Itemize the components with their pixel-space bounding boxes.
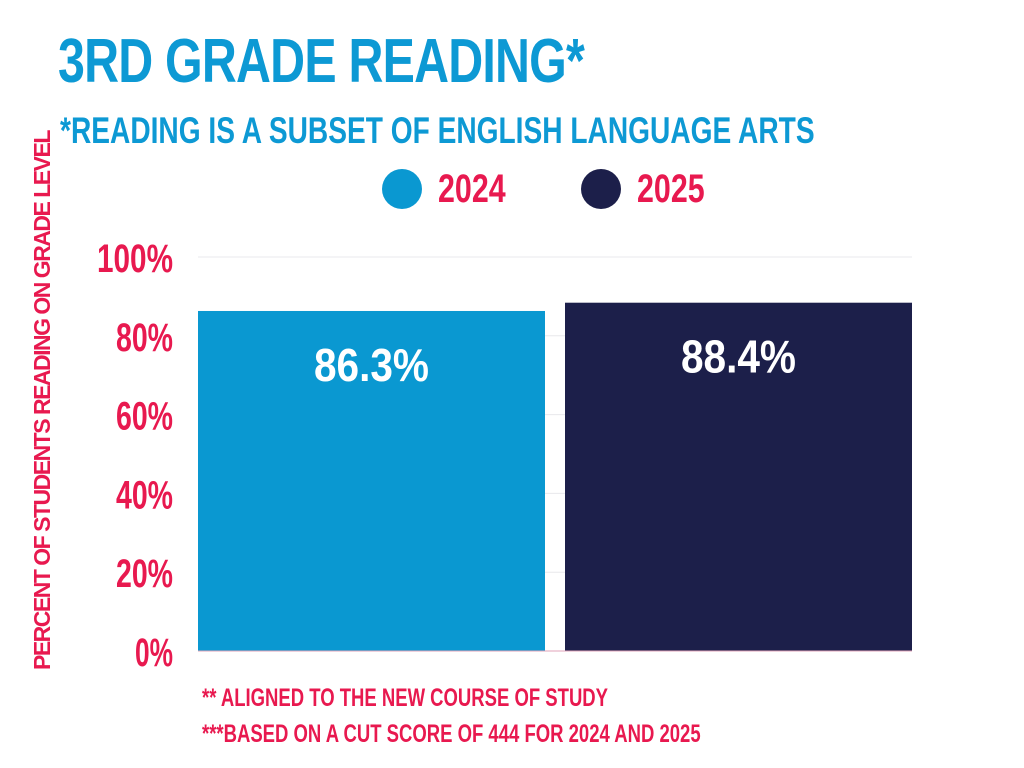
- y-tick-label-0: 0%: [135, 631, 173, 675]
- legend-label-2024: 2024: [438, 167, 506, 211]
- bar-2025: [565, 302, 912, 651]
- chart-subtitle: *READING IS A SUBSET OF ENGLISH LANGUAGE…: [60, 110, 815, 151]
- y-tick-label-20: 20%: [116, 552, 173, 596]
- y-tick-label-80: 80%: [116, 316, 173, 360]
- footnote-1: ** ALIGNED TO THE NEW COURSE OF STUDY: [202, 684, 609, 712]
- y-tick-label-100: 100%: [97, 237, 173, 281]
- data-label-2024: 86.3%: [314, 339, 429, 391]
- legend-label-2025: 2025: [637, 167, 705, 211]
- chart-title: 3RD GRADE READING*: [58, 27, 585, 96]
- y-tick-label-40: 40%: [116, 473, 173, 517]
- legend-swatch-2024: [382, 169, 422, 209]
- footnote-2: ***BASED ON A CUT SCORE OF 444 FOR 2024 …: [202, 720, 701, 748]
- legend-swatch-2025: [581, 169, 621, 209]
- y-tick-label-60: 60%: [116, 395, 173, 439]
- bar-2024: [198, 310, 545, 651]
- data-label-2025: 88.4%: [681, 331, 796, 383]
